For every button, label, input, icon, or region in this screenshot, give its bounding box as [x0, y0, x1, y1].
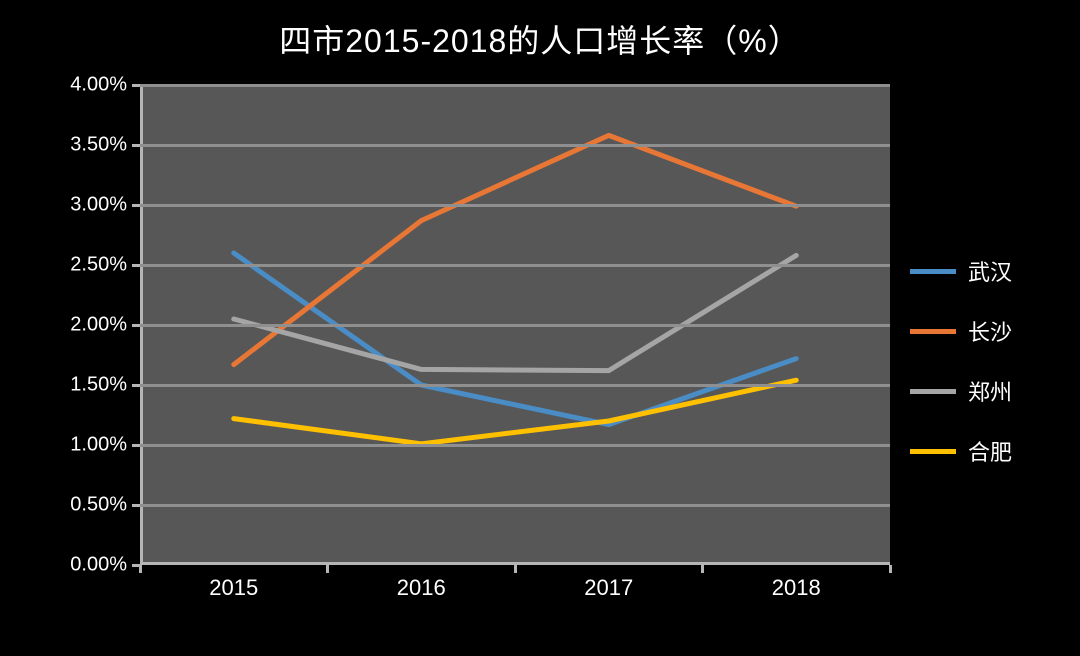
y-tick-label: 4.00%: [70, 74, 127, 97]
y-tick-label: 3.00%: [70, 194, 127, 217]
legend-label: 长沙: [968, 315, 1012, 347]
gridline: [140, 324, 890, 327]
y-tick: [132, 324, 140, 327]
y-tick: [132, 204, 140, 207]
legend-swatch: [910, 449, 956, 454]
chart-title: 四市2015-2018的人口增长率（%）: [0, 0, 1080, 70]
series-line: [234, 135, 797, 364]
legend-item: 郑州: [910, 375, 1070, 407]
gridline: [140, 384, 890, 387]
legend-label: 武汉: [968, 255, 1012, 287]
y-tick-label: 3.50%: [70, 134, 127, 157]
y-tick-label: 0.50%: [70, 494, 127, 517]
legend-item: 合肥: [910, 435, 1070, 467]
legend-label: 合肥: [968, 435, 1012, 467]
legend-swatch: [910, 269, 956, 274]
x-tick: [514, 565, 517, 573]
gridline: [140, 84, 890, 87]
legend: 武汉长沙郑州合肥: [910, 255, 1070, 495]
plot-area: [140, 85, 890, 565]
y-tick: [132, 144, 140, 147]
y-axis-labels: 0.00%0.50%1.00%1.50%2.00%2.50%3.00%3.50%…: [40, 85, 135, 565]
legend-item: 武汉: [910, 255, 1070, 287]
chart-container: 四市2015-2018的人口增长率（%） 0.00% 0.50% 1.00% 1.50…: [0, 0, 1080, 656]
y-tick: [132, 504, 140, 507]
x-tick-label: 2018: [772, 575, 821, 601]
x-tick: [326, 565, 329, 573]
gridline: [140, 144, 890, 147]
x-tick: [701, 565, 704, 573]
y-tick-label: 1.50%: [70, 374, 127, 397]
legend-label: 郑州: [968, 375, 1012, 407]
x-tick: [889, 565, 892, 573]
y-tick: [132, 84, 140, 87]
y-tick-label: 2.50%: [70, 254, 127, 277]
legend-swatch: [910, 389, 956, 394]
x-tick: [139, 565, 142, 573]
y-tick-label: 2.00%: [70, 314, 127, 337]
legend-swatch: [910, 329, 956, 334]
x-tick-label: 2016: [397, 575, 446, 601]
x-axis-labels: 2015 2016 2017 2018: [140, 575, 890, 615]
legend-item: 长沙: [910, 315, 1070, 347]
x-tick-label: 2017: [584, 575, 633, 601]
gridline: [140, 264, 890, 267]
y-tick-label: 0.00%: [70, 554, 127, 577]
y-tick-label: 1.00%: [70, 434, 127, 457]
x-tick-label: 2015: [209, 575, 258, 601]
gridline: [140, 444, 890, 447]
gridline: [140, 504, 890, 507]
y-tick: [132, 384, 140, 387]
y-tick: [132, 444, 140, 447]
gridline: [140, 204, 890, 207]
y-tick: [132, 264, 140, 267]
chart-area: 0.00% 0.50% 1.00% 1.50% 2.00% 2.50% 3.00% 3.50%…: [40, 75, 1040, 635]
